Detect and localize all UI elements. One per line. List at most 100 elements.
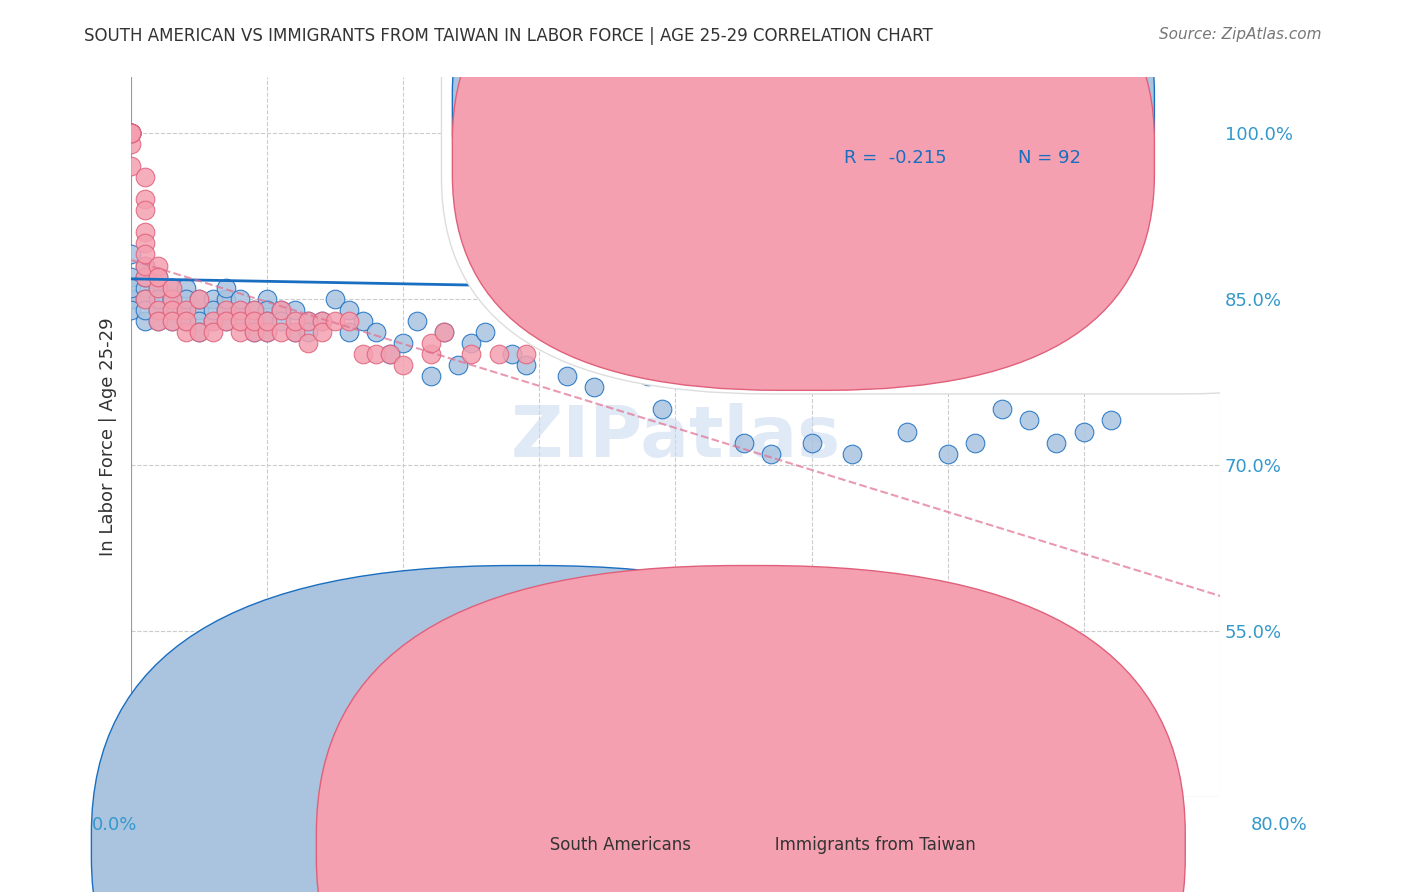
Point bbox=[148, 269, 170, 284]
Point bbox=[174, 302, 197, 317]
Point bbox=[256, 325, 278, 339]
Point bbox=[270, 325, 292, 339]
Point bbox=[148, 314, 170, 328]
Point bbox=[337, 325, 360, 339]
Point bbox=[229, 314, 252, 328]
Point bbox=[378, 347, 401, 361]
Text: R =  -0.215: R = -0.215 bbox=[844, 149, 946, 167]
Point bbox=[963, 435, 986, 450]
Point bbox=[174, 292, 197, 306]
Point bbox=[256, 314, 278, 328]
Point bbox=[134, 314, 156, 328]
Point bbox=[120, 126, 142, 140]
Point bbox=[148, 281, 170, 295]
Point bbox=[242, 302, 264, 317]
Text: ZIPatlas: ZIPatlas bbox=[510, 402, 841, 472]
Y-axis label: In Labor Force | Age 25-29: In Labor Force | Age 25-29 bbox=[100, 318, 117, 557]
Point bbox=[936, 447, 959, 461]
Point bbox=[270, 302, 292, 317]
Point bbox=[120, 126, 142, 140]
Point bbox=[664, 347, 686, 361]
Point bbox=[242, 314, 264, 328]
Point bbox=[242, 314, 264, 328]
Text: Source: ZipAtlas.com: Source: ZipAtlas.com bbox=[1159, 27, 1322, 42]
Point bbox=[529, 325, 551, 339]
Point bbox=[1140, 369, 1163, 384]
Point bbox=[433, 325, 456, 339]
Point bbox=[366, 347, 388, 361]
Point bbox=[1018, 413, 1040, 427]
FancyBboxPatch shape bbox=[453, 0, 1154, 391]
Text: South Americans: South Americans bbox=[534, 836, 692, 854]
Point bbox=[297, 314, 319, 328]
Point bbox=[515, 358, 537, 372]
Point bbox=[256, 325, 278, 339]
Point bbox=[229, 325, 252, 339]
Point bbox=[134, 281, 156, 295]
Point bbox=[515, 347, 537, 361]
Point bbox=[242, 325, 264, 339]
Point bbox=[160, 281, 183, 295]
Point bbox=[215, 314, 238, 328]
Point bbox=[201, 314, 224, 328]
Point bbox=[392, 657, 415, 671]
Point bbox=[311, 314, 333, 328]
Point bbox=[297, 314, 319, 328]
Text: 80.0%: 80.0% bbox=[1251, 816, 1308, 834]
Point bbox=[270, 302, 292, 317]
Point bbox=[447, 358, 470, 372]
Point bbox=[134, 259, 156, 273]
Point bbox=[229, 314, 252, 328]
Point bbox=[201, 325, 224, 339]
Point bbox=[134, 269, 156, 284]
Point bbox=[120, 126, 142, 140]
Point bbox=[352, 347, 374, 361]
Point bbox=[242, 325, 264, 339]
Point bbox=[174, 325, 197, 339]
Point bbox=[215, 281, 238, 295]
Point bbox=[120, 136, 142, 151]
Point bbox=[174, 302, 197, 317]
Point bbox=[841, 447, 863, 461]
Point bbox=[160, 292, 183, 306]
Point bbox=[433, 325, 456, 339]
Point bbox=[297, 336, 319, 351]
Point bbox=[270, 314, 292, 328]
Point bbox=[160, 302, 183, 317]
FancyBboxPatch shape bbox=[441, 0, 1406, 394]
Point bbox=[488, 347, 510, 361]
Point bbox=[160, 314, 183, 328]
Point bbox=[637, 369, 659, 384]
Point bbox=[555, 369, 578, 384]
Point bbox=[991, 402, 1014, 417]
Point bbox=[229, 292, 252, 306]
Point bbox=[188, 292, 211, 306]
Point bbox=[623, 325, 645, 339]
Point bbox=[120, 247, 142, 261]
Point bbox=[419, 369, 441, 384]
Point bbox=[1045, 435, 1067, 450]
Point bbox=[174, 314, 197, 328]
Point bbox=[120, 126, 142, 140]
Point bbox=[134, 225, 156, 239]
Point bbox=[148, 302, 170, 317]
Point bbox=[134, 292, 156, 306]
Point bbox=[704, 126, 727, 140]
Text: N = 111: N = 111 bbox=[1018, 103, 1092, 120]
Point bbox=[229, 302, 252, 317]
Point bbox=[596, 347, 619, 361]
Point bbox=[651, 402, 673, 417]
Point bbox=[378, 347, 401, 361]
Point bbox=[215, 302, 238, 317]
Point bbox=[283, 314, 305, 328]
Point bbox=[337, 302, 360, 317]
Point bbox=[134, 259, 156, 273]
Point bbox=[215, 302, 238, 317]
FancyBboxPatch shape bbox=[453, 0, 1154, 343]
Point bbox=[120, 126, 142, 140]
Point bbox=[201, 302, 224, 317]
Point bbox=[120, 159, 142, 173]
Point bbox=[460, 347, 482, 361]
Point bbox=[134, 203, 156, 218]
Point bbox=[869, 292, 891, 306]
